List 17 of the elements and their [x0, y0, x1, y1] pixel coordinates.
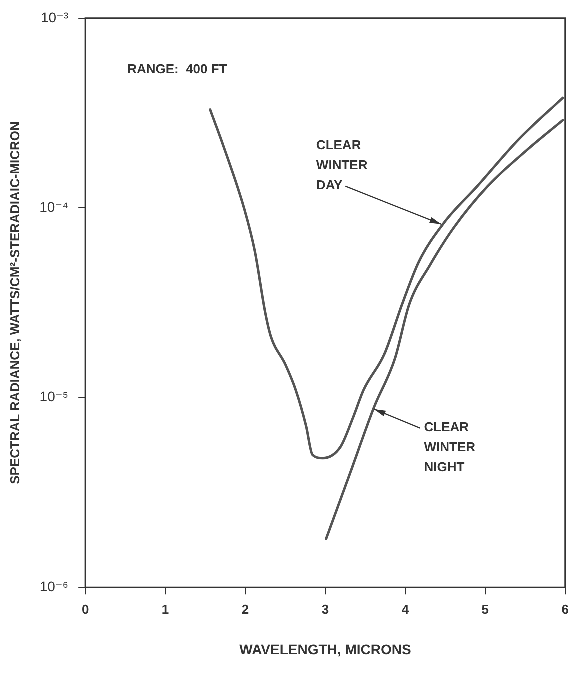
- line-series: [209, 96, 564, 460]
- x-tick-label: 3: [322, 602, 330, 617]
- x-tick-label: 4: [402, 602, 410, 617]
- annotation: CLEAR WINTER NIGHT: [424, 419, 476, 474]
- y-tick-label: 10⁻³: [40, 9, 69, 26]
- y-tick-label: 10⁻⁴: [40, 198, 69, 215]
- x-tick-label: 6: [562, 602, 569, 617]
- annotation: CLEAR WINTER DAY: [316, 138, 368, 193]
- y-axis-title: SPECTRAL RADIANCE, WATTS/CM²-STERADIAIC-MICRON: [7, 122, 22, 484]
- x-tick-label: 2: [242, 602, 250, 617]
- x-tick-label: 0: [82, 602, 90, 617]
- y-tick-label: 10⁻⁵: [40, 388, 69, 405]
- annotation: RANGE: 400 FT: [128, 61, 228, 76]
- x-axis-title: WAVELENGTH, MICRONS: [240, 641, 412, 658]
- x-tick-label: 1: [162, 602, 170, 617]
- x-tick-label: 5: [482, 602, 490, 617]
- y-tick-label: 10⁻⁶: [40, 578, 69, 594]
